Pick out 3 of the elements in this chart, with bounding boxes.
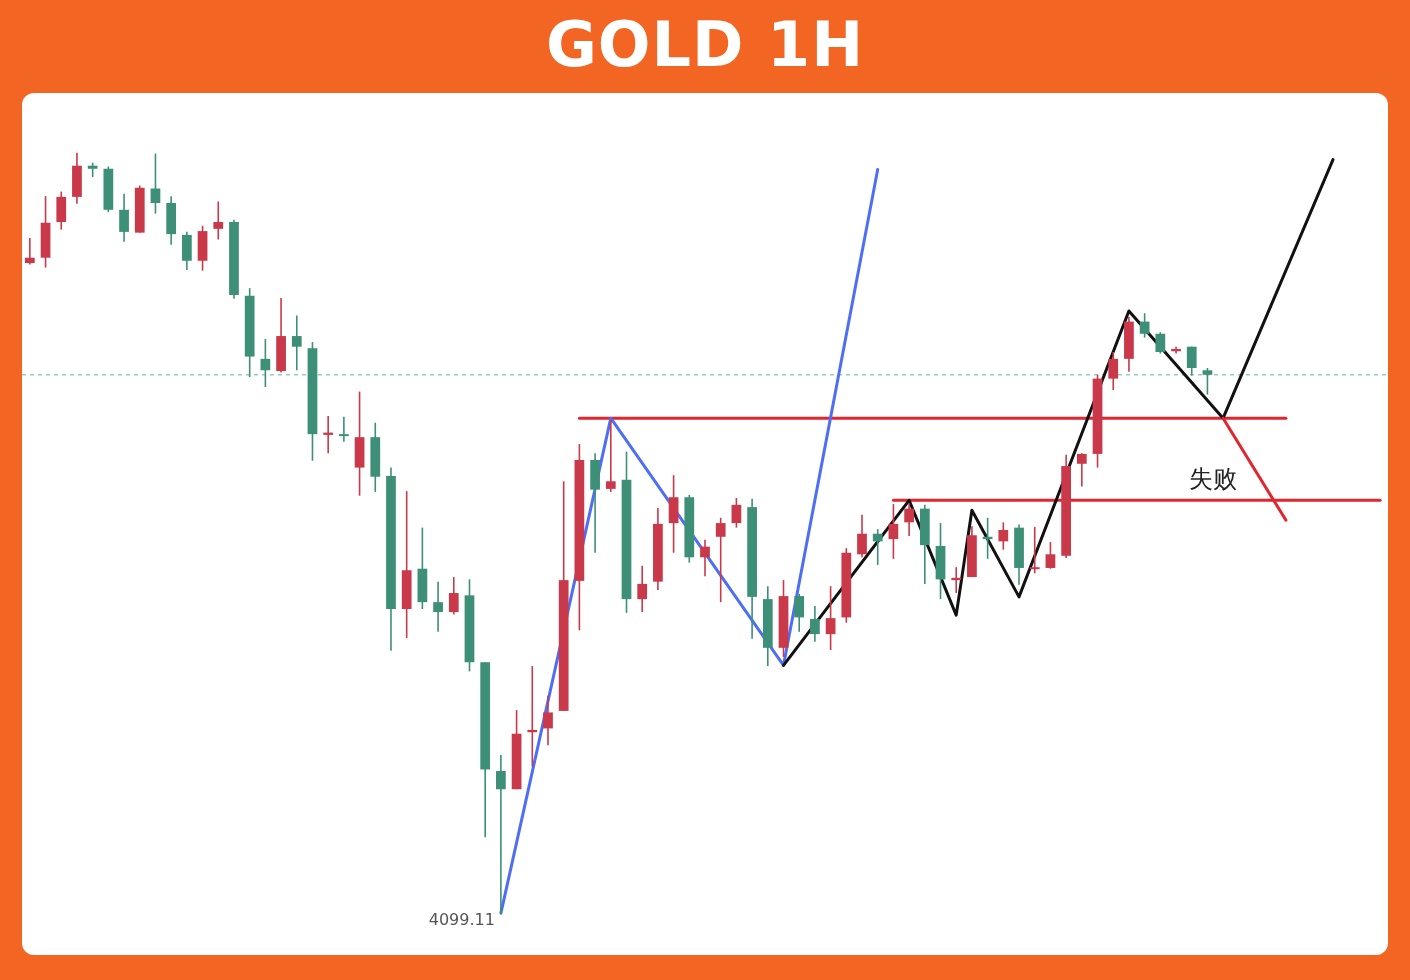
annotation: 失败 <box>1188 465 1237 494</box>
annotation: 4099.11 <box>428 910 495 930</box>
chart-title: GOLD 1H <box>544 8 866 81</box>
